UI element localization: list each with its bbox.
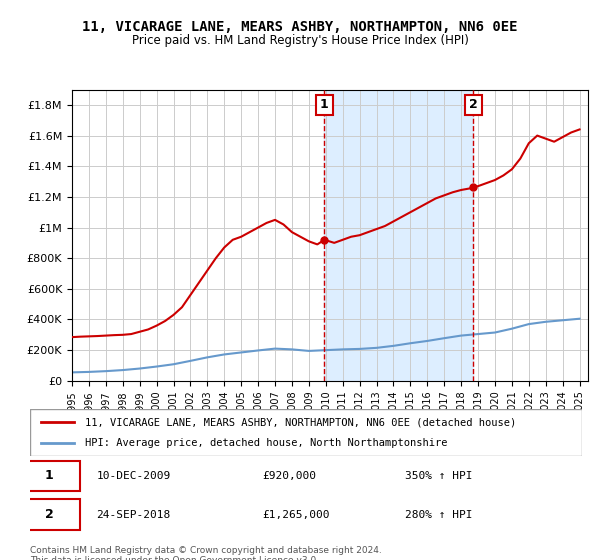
Text: 10-DEC-2009: 10-DEC-2009 <box>96 471 170 481</box>
Text: £920,000: £920,000 <box>262 471 316 481</box>
Text: HPI: Average price, detached house, North Northamptonshire: HPI: Average price, detached house, Nort… <box>85 438 448 448</box>
FancyBboxPatch shape <box>19 500 80 530</box>
Text: 2: 2 <box>45 508 53 521</box>
Text: Contains HM Land Registry data © Crown copyright and database right 2024.
This d: Contains HM Land Registry data © Crown c… <box>30 546 382 560</box>
Text: 11, VICARAGE LANE, MEARS ASHBY, NORTHAMPTON, NN6 0EE (detached house): 11, VICARAGE LANE, MEARS ASHBY, NORTHAMP… <box>85 417 517 427</box>
Bar <box>325 90 473 381</box>
Text: 350% ↑ HPI: 350% ↑ HPI <box>406 471 473 481</box>
FancyBboxPatch shape <box>19 461 80 491</box>
Text: 24-SEP-2018: 24-SEP-2018 <box>96 510 170 520</box>
FancyBboxPatch shape <box>30 409 582 456</box>
Text: 280% ↑ HPI: 280% ↑ HPI <box>406 510 473 520</box>
Text: 2: 2 <box>469 99 478 111</box>
Text: Price paid vs. HM Land Registry's House Price Index (HPI): Price paid vs. HM Land Registry's House … <box>131 34 469 46</box>
Text: 1: 1 <box>320 99 329 111</box>
Text: 1: 1 <box>45 469 53 483</box>
Text: £1,265,000: £1,265,000 <box>262 510 329 520</box>
Text: 11, VICARAGE LANE, MEARS ASHBY, NORTHAMPTON, NN6 0EE: 11, VICARAGE LANE, MEARS ASHBY, NORTHAMP… <box>82 20 518 34</box>
